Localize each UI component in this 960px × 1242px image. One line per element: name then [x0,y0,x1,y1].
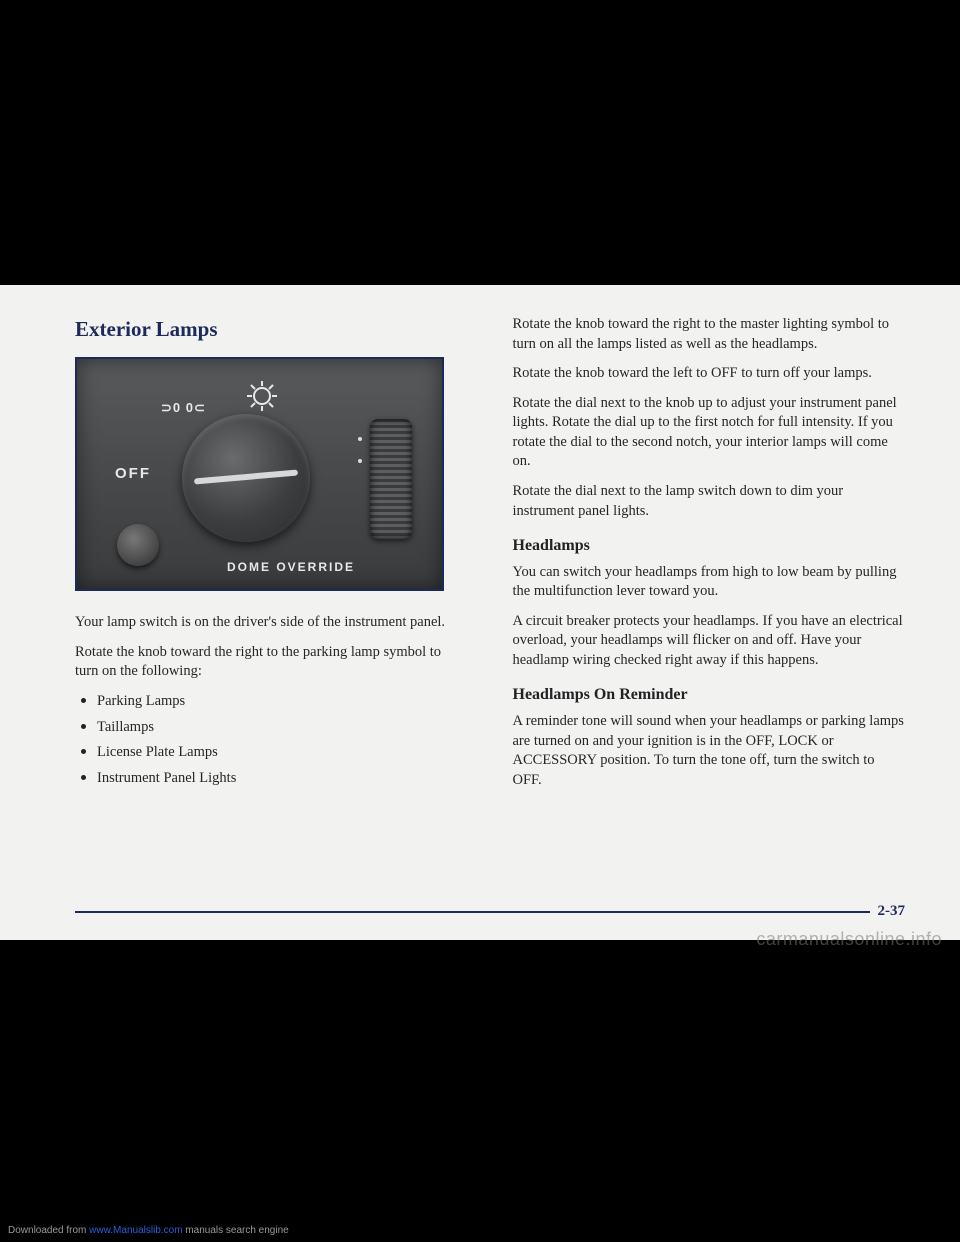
dome-override-button [117,524,159,566]
dome-override-label: DOME OVERRIDE [227,559,355,575]
list-item: Parking Lamps [75,692,468,712]
two-column-layout: Exterior Lamps ⊃0 0⊂ [75,315,905,893]
lamp-control-panel-image: ⊃0 0⊂ O [75,357,444,591]
body-text: A reminder tone will sound when your hea… [513,712,906,790]
list-item: Instrument Panel Lights [75,769,468,789]
page-number: 2-37 [870,903,906,920]
parking-lamp-symbol: ⊃0 0⊂ [161,399,206,417]
subsection-title-headlamps: Headlamps [513,535,906,557]
list-item: Taillamps [75,718,468,738]
wheel-notch-dot [358,459,362,463]
body-text: You can switch your headlamps from high … [513,563,906,602]
horizontal-rule [75,911,870,913]
body-text: Rotate the knob toward the right to the … [75,643,468,682]
body-text: Rotate the knob toward the left to OFF t… [513,364,906,384]
section-title: Exterior Lamps [75,315,468,343]
footer-rule: 2-37 [75,903,905,920]
subsection-title-reminder: Headlamps On Reminder [513,684,906,706]
body-text: Rotate the dial next to the lamp switch … [513,482,906,521]
off-label: OFF [115,464,151,484]
body-text: A circuit breaker protects your headlamp… [513,612,906,671]
body-text: Rotate the knob toward the right to the … [513,315,906,354]
page-wrap: Exterior Lamps ⊃0 0⊂ [0,0,960,1242]
watermark-text: carmanualsonline.info [756,929,942,950]
bullet-list: Parking Lamps Taillamps License Plate La… [75,692,468,788]
wheel-notch-dot [358,437,362,441]
download-link[interactable]: www.Manualslib.com [89,1225,182,1236]
rotary-knob [182,414,310,542]
right-column: Rotate the knob toward the right to the … [513,315,906,893]
left-column: Exterior Lamps ⊃0 0⊂ [75,315,468,893]
download-prefix: Downloaded from [8,1225,89,1236]
download-suffix: manuals search engine [183,1225,289,1236]
manual-page: Exterior Lamps ⊃0 0⊂ [0,285,960,940]
body-text: Your lamp switch is on the driver's side… [75,613,468,633]
dimmer-thumbwheel [370,419,412,539]
list-item: License Plate Lamps [75,743,468,763]
download-source-text: Downloaded from www.Manualslib.com manua… [8,1225,289,1236]
body-text: Rotate the dial next to the knob up to a… [513,394,906,472]
